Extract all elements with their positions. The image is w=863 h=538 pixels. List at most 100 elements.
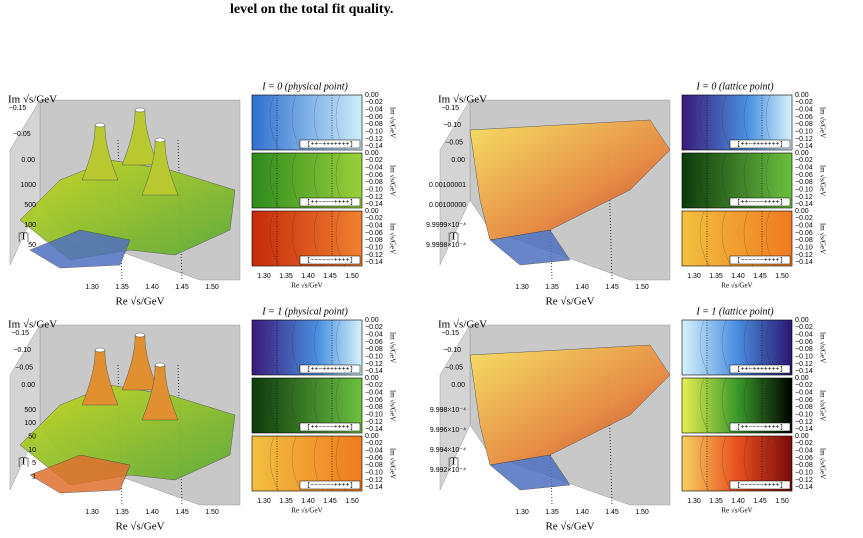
im-axis-label: Im √s/GeV xyxy=(8,319,57,331)
contour-im-tick-label: −0.02 xyxy=(795,157,813,164)
contour-im-tick-label: 0.00 xyxy=(795,317,809,324)
panel: I = 1 (physical point)Im √s/GeV−0.15−0.1… xyxy=(8,306,396,532)
abs-tick-label: 1 xyxy=(32,474,36,481)
contour-im-tick-label: 0.00 xyxy=(795,208,809,215)
re-tick-label: 1.50 xyxy=(205,509,219,516)
re-tick-label: 1.35 xyxy=(545,284,559,291)
contour-re-tick-label: 1.50 xyxy=(345,273,359,280)
sheet-label-box xyxy=(299,480,361,490)
contour-line xyxy=(291,435,302,492)
contour-im-tick-label: −0.06 xyxy=(795,172,813,179)
contour-im-tick-label: −0.12 xyxy=(365,477,383,484)
sheet-label: [−−−−−−++++] xyxy=(307,257,354,264)
sheet-label-box xyxy=(299,364,361,374)
contour-line xyxy=(291,152,302,209)
panel: I = 1 (lattice point)Im √s/GeV−0.15−0.10… xyxy=(430,306,826,532)
contour-re-tick-label: 1.30 xyxy=(257,273,271,280)
contour-re-label: Re √s/GeV xyxy=(721,282,752,290)
re-tick-label: 1.40 xyxy=(575,509,589,516)
contour-im-label: Im √s/GeV xyxy=(388,165,396,196)
re-axis-label: Re √s/GeV xyxy=(115,521,164,533)
surface xyxy=(469,344,671,466)
contour-im-tick-label: 0.00 xyxy=(365,433,379,440)
abs-tick-label: 9.998×10⁻⁴ xyxy=(430,407,466,414)
contour-line xyxy=(721,435,732,492)
contour-im-tick-label: −0.08 xyxy=(365,346,383,353)
contour-im-label: Im √s/GeV xyxy=(818,332,826,363)
contour-im-tick-label: −0.04 xyxy=(365,165,383,172)
contour-im-label: Im √s/GeV xyxy=(818,390,826,421)
contour-im-tick-label: 0.00 xyxy=(365,208,379,215)
contour-im-tick-label: −0.04 xyxy=(365,390,383,397)
im-tick-label: −0.05 xyxy=(445,140,463,147)
abs-axis-label: |T| xyxy=(448,456,459,468)
contour-im-tick-label: −0.12 xyxy=(795,361,813,368)
contour-im-tick-label: −0.08 xyxy=(795,404,813,411)
contour-re-tick-label: 1.50 xyxy=(345,498,359,505)
contour-line xyxy=(721,319,732,376)
sheet-label: [++−−−−++++] xyxy=(737,424,784,431)
re-tick-label: 1.45 xyxy=(605,284,619,291)
side-wall xyxy=(439,99,471,266)
contour-im-tick-label: 0.00 xyxy=(795,433,809,440)
contour-im-tick-label: −0.14 xyxy=(795,368,813,375)
im-tick-label: −0.15 xyxy=(441,330,459,337)
contour-im-tick-label: −0.14 xyxy=(795,143,813,150)
peak-top xyxy=(134,332,146,338)
contour-im-tick-label: −0.14 xyxy=(365,484,383,491)
contour-im-tick-label: −0.02 xyxy=(795,382,813,389)
contour-im-tick-label: −0.06 xyxy=(365,172,383,179)
im-axis-label: Im √s/GeV xyxy=(438,94,487,106)
contour-im-tick-label: −0.04 xyxy=(365,448,383,455)
sheet-label: [++−−−−++++] xyxy=(737,199,784,206)
abs-tick-label: 0.00100001 xyxy=(429,182,466,189)
surface-sheet xyxy=(29,454,131,494)
re-tick-label: 1.30 xyxy=(85,509,99,516)
contour-im-tick-label: 0.00 xyxy=(365,317,379,324)
abs-tick-label: 10 xyxy=(28,447,36,454)
contour-im-tick-label: −0.04 xyxy=(795,107,813,114)
contour-re-tick-label: 1.50 xyxy=(775,498,789,505)
contour-im-tick-label: −0.06 xyxy=(365,397,383,404)
contour-im-tick-label: −0.08 xyxy=(795,346,813,353)
contour-line xyxy=(291,377,302,434)
contour-re-tick-label: 1.35 xyxy=(709,498,723,505)
sheet-label-box xyxy=(299,255,361,265)
contour-im-tick-label: −0.10 xyxy=(365,129,383,136)
contour-im-tick-label: −0.04 xyxy=(365,332,383,339)
peak-top xyxy=(94,347,106,353)
contour-im-tick-label: −0.06 xyxy=(795,114,813,121)
im-tick-label: −0.15 xyxy=(9,105,27,112)
contour-im-tick-label: −0.10 xyxy=(795,129,813,136)
abs-tick-label: 50 xyxy=(28,434,36,441)
contour-re-tick-label: 1.40 xyxy=(731,498,745,505)
im-tick-label: 0.00 xyxy=(21,157,35,164)
contour-im-label: Im √s/GeV xyxy=(388,390,396,421)
contour-im-tick-label: −0.08 xyxy=(795,121,813,128)
abs-tick-label: 9.996×10⁻⁴ xyxy=(430,427,466,434)
contour-re-label: Re √s/GeV xyxy=(291,282,322,290)
contour-im-tick-label: −0.08 xyxy=(795,179,813,186)
contour-im-tick-label: −0.02 xyxy=(795,99,813,106)
contour-re-tick-label: 1.45 xyxy=(753,273,767,280)
contour-im-tick-label: −0.12 xyxy=(365,419,383,426)
contour-im-tick-label: −0.10 xyxy=(365,470,383,477)
contour-im-tick-label: −0.04 xyxy=(795,332,813,339)
contour-im-tick-label: −0.14 xyxy=(795,484,813,491)
contour-im-tick-label: −0.08 xyxy=(795,462,813,469)
contour-im-tick-label: −0.10 xyxy=(365,354,383,361)
contour-re-tick-label: 1.30 xyxy=(257,498,271,505)
contour-im-tick-label: −0.14 xyxy=(795,426,813,433)
contour-im-tick-label: −0.06 xyxy=(365,230,383,237)
im-axis-label: Im √s/GeV xyxy=(8,94,57,106)
contour-im-tick-label: −0.02 xyxy=(365,440,383,447)
contour-im-tick-label: −0.06 xyxy=(795,397,813,404)
contour-im-tick-label: −0.02 xyxy=(795,440,813,447)
contour-im-tick-label: −0.02 xyxy=(365,157,383,164)
im-tick-label: 0.00 xyxy=(21,382,35,389)
contour-re-tick-label: 1.35 xyxy=(279,273,293,280)
contour-im-tick-label: −0.08 xyxy=(365,237,383,244)
im-tick-label: −0.05 xyxy=(445,365,463,372)
re-tick-label: 1.45 xyxy=(175,284,189,291)
contour-im-tick-label: −0.12 xyxy=(365,361,383,368)
